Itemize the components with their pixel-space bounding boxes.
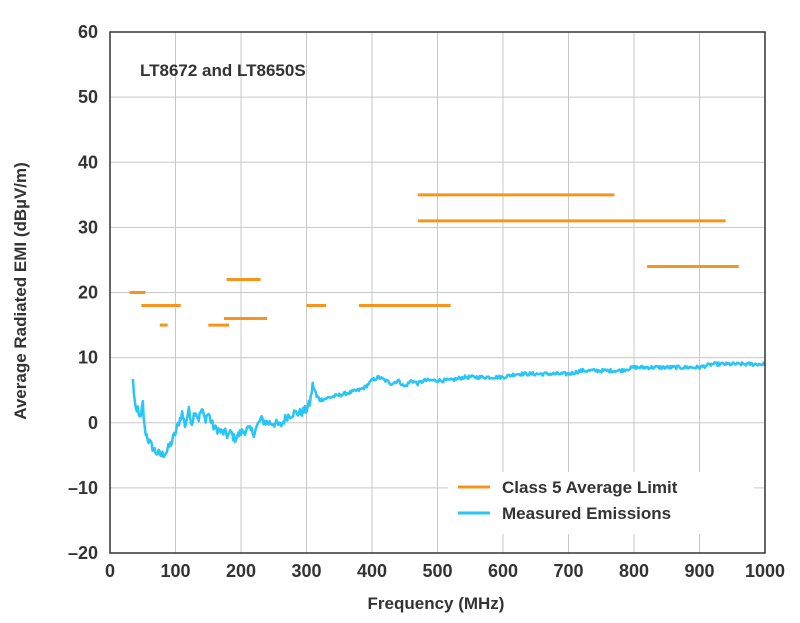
x-tick-label: 0 [105, 561, 115, 581]
y-tick-label: 50 [78, 87, 98, 107]
x-tick-label: 200 [226, 561, 256, 581]
x-tick-label: 800 [619, 561, 649, 581]
legend: Class 5 Average Limit Measured Emissions [448, 472, 754, 534]
legend-label-emissions: Measured Emissions [502, 504, 671, 523]
x-tick-label: 1000 [745, 561, 785, 581]
y-tick-label: 0 [88, 413, 98, 433]
emissions-line [131, 361, 766, 459]
y-tick-label: 60 [78, 22, 98, 42]
y-tick-label: 40 [78, 152, 98, 172]
y-axis-title: Average Radiated EMI (dBµV/m) [11, 162, 30, 420]
x-axis-title: Frequency (MHz) [368, 594, 505, 613]
series-layer [129, 193, 766, 459]
chart-annotation: LT8672 and LT8650S [140, 61, 306, 80]
x-tick-label: 500 [422, 561, 452, 581]
grid-lines [110, 32, 765, 553]
legend-label-limit: Class 5 Average Limit [502, 478, 678, 497]
tick-labels: 0 100 200 300 400 500 600 700 800 900 1000 –20 –10 0 1… [68, 22, 785, 581]
x-tick-label: 400 [357, 561, 387, 581]
y-tick-label: 30 [78, 217, 98, 237]
y-tick-label: 10 [78, 348, 98, 368]
x-tick-label: 700 [553, 561, 583, 581]
x-tick-label: 900 [684, 561, 714, 581]
x-tick-label: 100 [160, 561, 190, 581]
legend-background [448, 472, 754, 534]
plot-frame [109, 31, 766, 554]
y-tick-label: –20 [68, 543, 98, 563]
x-tick-label: 300 [291, 561, 321, 581]
x-tick-label: 600 [488, 561, 518, 581]
y-tick-label: 20 [78, 283, 98, 303]
y-tick-label: –10 [68, 478, 98, 498]
